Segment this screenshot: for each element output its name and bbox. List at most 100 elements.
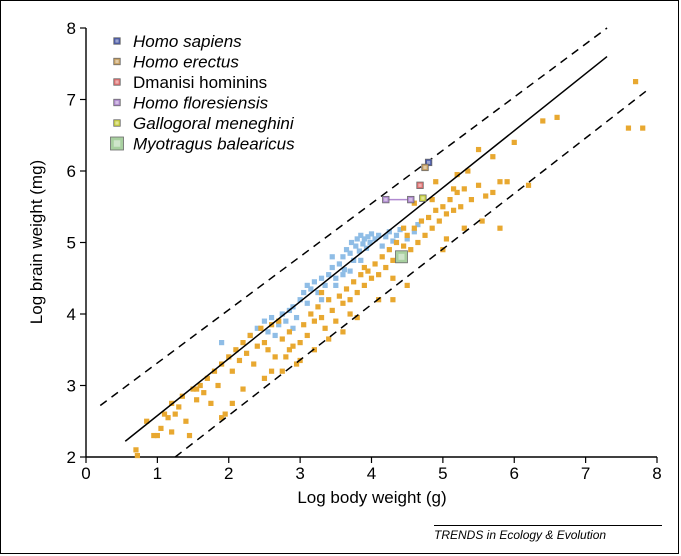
data-point bbox=[347, 250, 353, 256]
data-point bbox=[354, 314, 360, 321]
data-point bbox=[440, 204, 446, 210]
data-point bbox=[265, 329, 271, 335]
data-point bbox=[340, 300, 346, 306]
species-point bbox=[395, 250, 408, 264]
data-point bbox=[261, 375, 268, 381]
species-point bbox=[416, 181, 424, 189]
data-point bbox=[415, 222, 421, 228]
data-point bbox=[315, 304, 321, 310]
data-point bbox=[436, 218, 442, 224]
data-point bbox=[625, 125, 632, 131]
data-point bbox=[411, 229, 417, 235]
data-point bbox=[301, 322, 307, 328]
data-point bbox=[293, 361, 300, 367]
data-point bbox=[450, 186, 457, 192]
y-tick-label: 2 bbox=[67, 448, 76, 467]
data-point bbox=[204, 375, 210, 381]
source-footer: TRENDS in Ecology & Evolution bbox=[434, 525, 662, 542]
data-point bbox=[418, 218, 425, 224]
species-point-highlight bbox=[423, 165, 427, 170]
data-point bbox=[348, 239, 355, 246]
species-point-highlight bbox=[421, 196, 425, 200]
data-point bbox=[372, 236, 378, 242]
x-tick-label: 1 bbox=[153, 464, 162, 483]
data-point bbox=[268, 314, 275, 321]
x-tick-label: 4 bbox=[367, 464, 376, 483]
x-tick-label: 3 bbox=[295, 464, 304, 483]
data-point bbox=[401, 243, 407, 249]
data-point bbox=[340, 272, 346, 278]
legend-marker bbox=[113, 57, 121, 66]
data-point bbox=[329, 307, 335, 314]
data-point bbox=[265, 347, 271, 353]
legend-marker-highlight bbox=[115, 121, 119, 125]
species-point bbox=[382, 195, 390, 204]
legend-marker bbox=[113, 37, 121, 45]
data-point bbox=[301, 289, 307, 296]
data-point bbox=[144, 418, 150, 424]
data-point bbox=[219, 415, 225, 421]
data-point bbox=[361, 282, 367, 288]
x-tick-label: 2 bbox=[224, 464, 233, 483]
data-point bbox=[336, 261, 342, 267]
data-point bbox=[172, 411, 178, 417]
legend-marker bbox=[113, 78, 121, 86]
legend-label: Dmanisi hominins bbox=[133, 73, 267, 92]
data-point bbox=[286, 329, 293, 335]
legend-label: Homo floresiensis bbox=[133, 94, 269, 113]
data-point bbox=[404, 236, 410, 242]
data-point bbox=[354, 289, 360, 296]
legend-marker-highlight bbox=[115, 100, 119, 105]
data-point bbox=[479, 218, 485, 224]
lower-bound-line bbox=[174, 90, 647, 458]
data-point bbox=[304, 332, 310, 339]
data-point bbox=[504, 179, 510, 185]
data-point bbox=[356, 248, 362, 254]
species-point-highlight bbox=[418, 183, 422, 187]
data-point bbox=[554, 114, 560, 120]
legend-label: Homo sapiens bbox=[133, 32, 242, 51]
data-point bbox=[279, 368, 285, 374]
data-point bbox=[215, 382, 221, 389]
data-point bbox=[272, 332, 278, 339]
data-point bbox=[525, 182, 532, 188]
data-point bbox=[343, 247, 350, 253]
data-point bbox=[258, 325, 264, 331]
data-point bbox=[351, 257, 357, 263]
y-tick-label: 5 bbox=[67, 234, 76, 253]
data-point bbox=[308, 286, 314, 292]
data-point bbox=[243, 350, 250, 356]
data-point bbox=[161, 411, 168, 417]
data-point bbox=[290, 325, 296, 331]
data-point bbox=[461, 186, 467, 192]
data-point bbox=[461, 225, 467, 231]
y-tick-label: 4 bbox=[67, 305, 76, 324]
data-point bbox=[318, 297, 325, 303]
data-point bbox=[290, 343, 296, 349]
data-point bbox=[333, 318, 339, 324]
data-point bbox=[358, 232, 364, 238]
data-point bbox=[197, 382, 203, 389]
data-point bbox=[326, 272, 332, 278]
data-point bbox=[297, 297, 303, 303]
data-point bbox=[372, 261, 378, 267]
data-point bbox=[133, 447, 139, 453]
data-point bbox=[254, 343, 260, 349]
species-point-highlight bbox=[409, 197, 413, 202]
data-point bbox=[433, 207, 439, 213]
data-point bbox=[390, 297, 396, 303]
data-point bbox=[358, 272, 364, 278]
data-point bbox=[261, 340, 268, 346]
data-point bbox=[254, 325, 260, 331]
data-point bbox=[360, 241, 366, 247]
data-point bbox=[190, 386, 196, 392]
data-point bbox=[390, 275, 396, 281]
regression-line bbox=[124, 56, 608, 442]
y-tick-label: 6 bbox=[67, 162, 76, 181]
data-point bbox=[367, 239, 373, 246]
data-point bbox=[383, 234, 389, 240]
data-point bbox=[341, 267, 347, 273]
x-tick-label: 0 bbox=[81, 464, 90, 483]
data-point bbox=[358, 257, 364, 263]
